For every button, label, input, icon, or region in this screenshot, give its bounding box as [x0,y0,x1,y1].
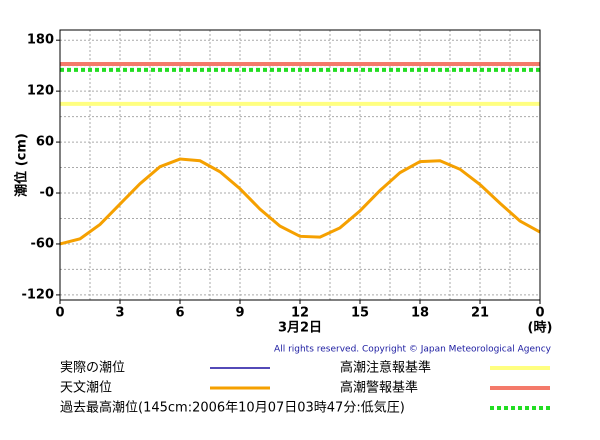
x-axis-label: 3月2日 [278,321,322,336]
x-tick-label: 6 [175,306,184,321]
y-axis-label: 潮位 (cm) [14,133,30,197]
y-tick-label: 120 [27,84,54,99]
x-tick-label: 12 [291,306,309,321]
series-line [59,157,541,246]
y-tick-label: -60 [31,236,55,251]
y-tick-label: 180 [27,33,54,48]
x-tick-label: 15 [351,306,369,321]
x-axis-unit: (時) [528,320,553,336]
y-tick-label: -120 [21,287,54,302]
legend-label: 高潮注意報基準 [340,360,431,376]
x-tick-label: 0 [535,306,544,321]
legend-label: 天文潮位 [60,381,112,396]
legend-label: 実際の潮位 [60,360,125,376]
y-tick-label: -0 [40,186,54,201]
x-tick-label: 18 [411,306,429,321]
legend-label: 高潮警報基準 [340,380,418,396]
copyright: All rights reserved. Copyright © Japan M… [274,345,552,355]
x-tick-label: 0 [55,306,64,321]
y-tick-label: 60 [36,135,54,150]
legend-label: 過去最高潮位(145cm:2006年10月07日03時47分:低気圧) [60,400,405,416]
plot-frame [59,29,541,301]
x-tick-label: 9 [235,306,244,321]
x-tick-label: 3 [115,306,124,321]
x-tick-label: 21 [471,306,489,321]
